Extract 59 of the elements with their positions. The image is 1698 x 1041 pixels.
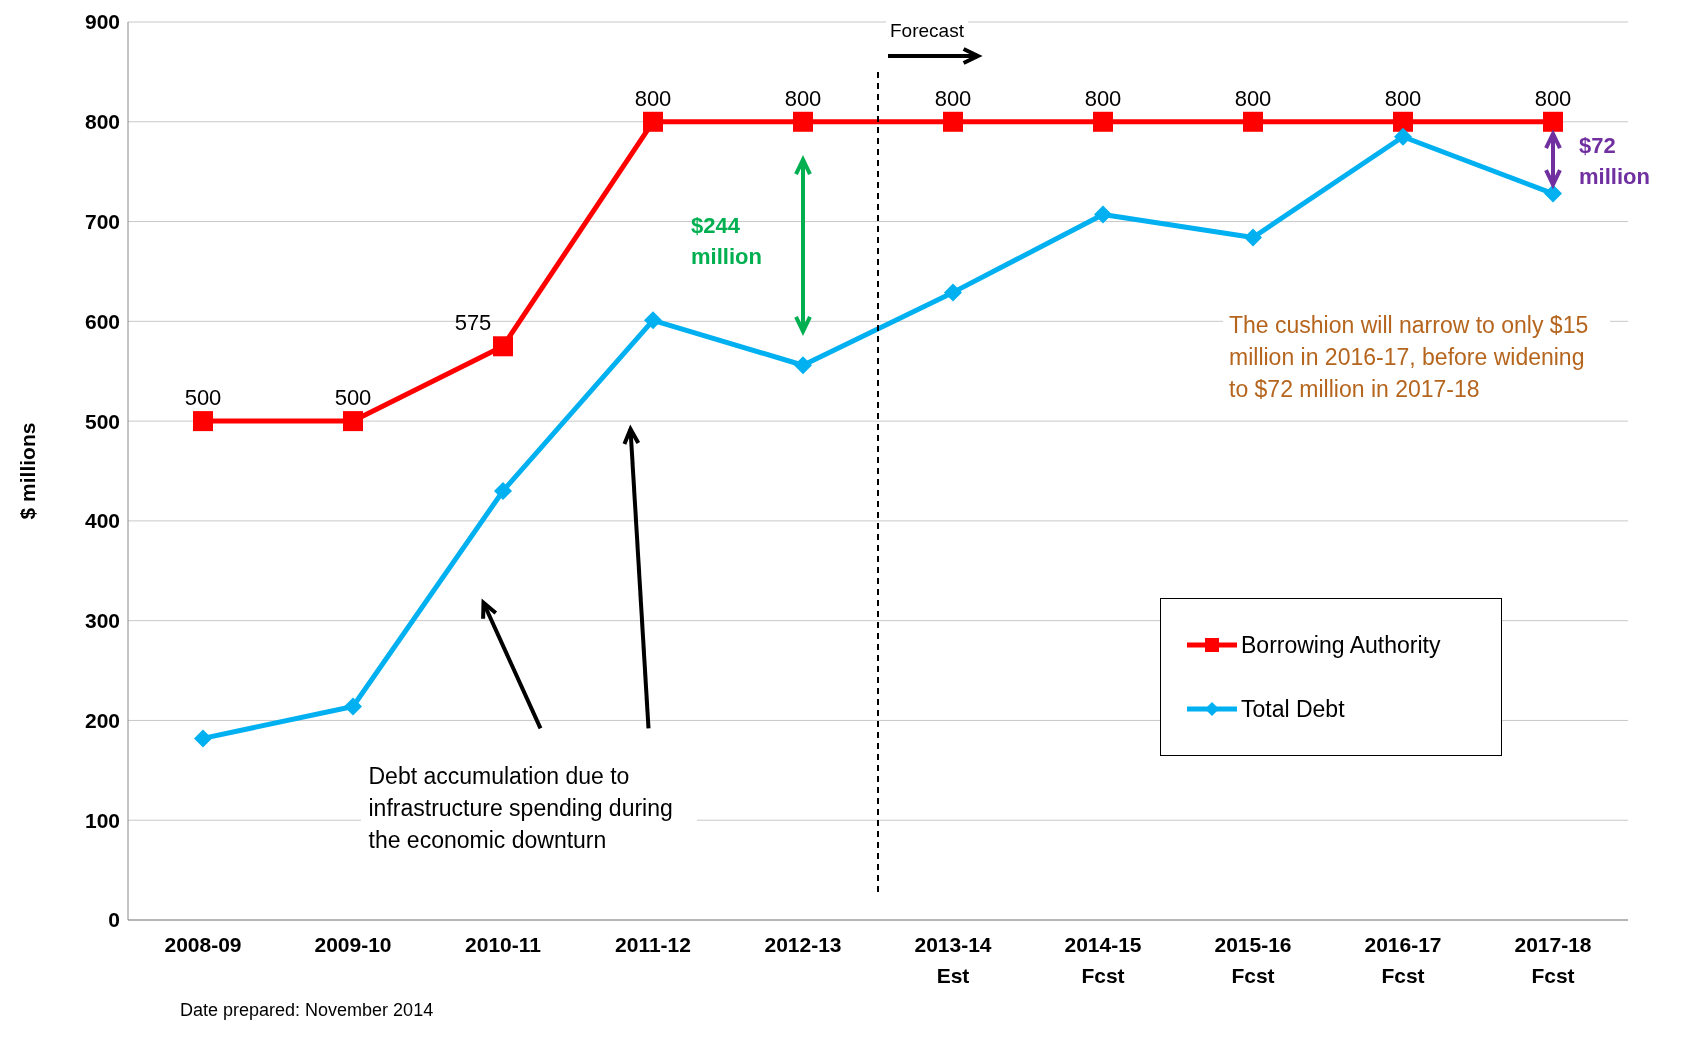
point <box>1244 228 1262 247</box>
data-label: 575 <box>454 310 492 336</box>
data-label: 800 <box>1534 85 1572 111</box>
y-tick-label: 700 <box>84 210 120 234</box>
x-tick-label: 2015-16 Fcst <box>1214 933 1292 987</box>
text: Date prepared: November 2014 <box>180 1000 434 1021</box>
annotation: The cushion will narrow to only $15 million in 2016-17, before widening to $72 million in 2017-18 <box>1223 309 1610 406</box>
y-tick-label: 300 <box>84 609 120 633</box>
x-tick-label: 2012-13 <box>764 933 842 956</box>
data-label: 500 <box>184 385 222 411</box>
point <box>1243 111 1263 132</box>
x-tick-label: 2009-10 <box>314 933 392 956</box>
data-label: 500 <box>334 385 372 411</box>
annotation: $244 million <box>691 211 763 271</box>
x-tick-label: 2011-12 <box>615 933 691 956</box>
y-axis-title: $ millions <box>16 422 40 520</box>
point <box>493 336 513 357</box>
x-tick-label: 2013-14 Est <box>914 933 992 987</box>
x-tick-label: 2014-15 Fcst <box>1064 933 1142 987</box>
y-tick-label: 400 <box>84 509 120 533</box>
annotation: $72 million <box>1579 131 1651 191</box>
point <box>1394 127 1412 146</box>
point <box>344 697 362 716</box>
point <box>793 111 813 132</box>
data-label: 800 <box>1384 85 1422 111</box>
point <box>193 411 213 432</box>
point <box>1393 111 1413 132</box>
point <box>943 111 963 132</box>
data-label: 800 <box>1234 85 1272 111</box>
annotation: Forecast <box>886 20 968 42</box>
y-tick-label: 200 <box>84 708 120 732</box>
point <box>494 481 512 500</box>
point <box>343 411 363 432</box>
x-tick-label: 2017-18 Fcst <box>1514 933 1592 987</box>
y-tick-label: 0 <box>108 908 120 932</box>
y-tick-label: 600 <box>84 309 120 333</box>
x-tick-label: 2016-17 Fcst <box>1364 933 1442 987</box>
point <box>644 311 662 330</box>
x-tick-label: 2010-11 <box>465 933 542 956</box>
point <box>194 729 212 748</box>
y-tick-label: 900 <box>84 10 120 34</box>
x-tick-label: 2008-09 <box>164 933 242 956</box>
legend-label: Total Debt <box>1241 695 1345 723</box>
data-label: 800 <box>934 85 972 111</box>
point <box>1544 184 1562 203</box>
data-label: 800 <box>784 85 822 111</box>
y-tick-label: 800 <box>84 110 120 134</box>
data-label: 800 <box>1084 85 1122 111</box>
point <box>794 356 812 375</box>
point <box>643 111 663 132</box>
data-label: 800 <box>634 85 672 111</box>
annotation: Debt accumulation due to infrastructure spending during the economic downturn <box>360 760 697 857</box>
y-tick-label: 100 <box>84 808 120 832</box>
point <box>1093 111 1113 132</box>
y-tick-label: 500 <box>84 409 120 433</box>
point <box>1543 111 1563 132</box>
legend-label: Borrowing Authority <box>1241 631 1441 659</box>
point <box>1094 205 1112 224</box>
point <box>944 283 962 302</box>
